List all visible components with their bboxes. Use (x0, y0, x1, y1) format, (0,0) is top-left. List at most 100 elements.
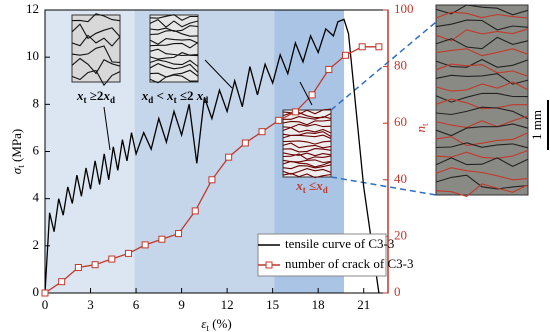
annotation-part: d (148, 95, 153, 105)
crack-images: 1 mm (71, 4, 549, 198)
crack (71, 23, 121, 40)
crack (435, 149, 529, 159)
crack (282, 172, 332, 179)
y2-tick-label: 80 (394, 58, 407, 73)
annotation-part: ≤2 (177, 88, 197, 103)
annotation-part: x (102, 88, 110, 103)
annotation-part: x (295, 178, 303, 193)
leader-line (103, 106, 111, 151)
y-tick-label: 8 (33, 95, 40, 110)
axis-label-part: (%) (209, 316, 232, 331)
annotation-part: d (323, 185, 328, 195)
axis-label-part: ε (201, 316, 207, 331)
annotation-part: t (174, 95, 177, 105)
crack (435, 36, 529, 50)
y-tick-label: 4 (33, 190, 40, 205)
annotation: xt ≤xd (295, 178, 327, 195)
series-marker (275, 116, 283, 124)
scale-bar-label: 1 mm (529, 110, 544, 140)
crack (71, 13, 121, 23)
leader-line (204, 59, 233, 89)
axis-label-part: n (413, 126, 428, 133)
crack (71, 69, 121, 87)
y2-tick-label: 20 (394, 227, 407, 242)
series-marker (308, 91, 316, 99)
y-tick-label: 10 (26, 48, 39, 63)
crack (282, 134, 332, 140)
x-tick-label: 12 (221, 297, 234, 312)
axis-label-part: t (420, 123, 430, 126)
crack (435, 19, 529, 31)
axis-label-part: t (206, 323, 209, 332)
crack (149, 25, 199, 32)
series-marker (175, 230, 183, 238)
y-tick-label: 0 (33, 284, 40, 299)
y2-tick-label: 60 (394, 114, 407, 129)
series-marker (91, 261, 99, 269)
zoom-line (330, 176, 437, 196)
crack (435, 92, 529, 103)
crack (282, 168, 332, 175)
series-marker (258, 128, 266, 136)
crack (149, 18, 199, 28)
crack (435, 73, 529, 85)
crack (149, 74, 199, 84)
annotation-part: d (203, 95, 208, 105)
y2-tick-label: 100 (394, 1, 414, 16)
axis-label: εt (%) (201, 316, 231, 332)
crack (435, 81, 529, 92)
x-tick-label: 0 (42, 297, 49, 312)
annotation-part: ≥2 (87, 88, 104, 103)
annotation-part: x (315, 178, 323, 193)
crack (282, 160, 332, 168)
crack (435, 106, 529, 120)
leader-line (299, 81, 313, 106)
crack (282, 148, 332, 153)
annotation-part: x (196, 88, 204, 103)
crack (149, 62, 199, 73)
series-marker (225, 153, 233, 161)
axis-label-part: t (16, 165, 26, 168)
annotation-part: x (166, 88, 174, 103)
crack (282, 112, 332, 119)
crack (149, 29, 199, 37)
x-tick-label: 6 (133, 297, 140, 312)
series-marker (74, 264, 82, 272)
crack (71, 45, 121, 64)
crack (435, 63, 529, 77)
crack (435, 142, 529, 149)
crack (435, 48, 529, 57)
axis-label-part: σ (9, 167, 24, 174)
crack (282, 142, 332, 149)
series-marker (325, 65, 333, 73)
x-tick-label: 15 (266, 297, 279, 312)
crack (435, 28, 529, 42)
crack (435, 123, 529, 137)
y2-tick-label: 0 (394, 284, 401, 299)
y-tick-label: 2 (33, 237, 40, 252)
series-marker (208, 176, 216, 184)
crack (435, 174, 529, 190)
photo (435, 4, 529, 196)
axis-label: σt (MPa) (9, 129, 26, 174)
series-marker (342, 51, 350, 59)
y-tick-label: 6 (33, 142, 40, 157)
crack (282, 153, 332, 160)
crack (435, 58, 529, 68)
crack (71, 34, 121, 47)
crack (149, 14, 198, 21)
x-tick-label: 21 (357, 297, 370, 312)
zoom-line (330, 21, 437, 111)
annotation-part: t (303, 185, 306, 195)
crack (435, 132, 529, 147)
axis-label-part: (MPa) (9, 129, 24, 165)
x-tick-label: 3 (87, 297, 94, 312)
axis-label: nt (413, 123, 430, 133)
crack (435, 11, 529, 19)
crack (282, 119, 332, 126)
crack (149, 51, 199, 60)
inset-2 (149, 14, 199, 83)
annotation-part: x (76, 88, 84, 103)
crack (282, 140, 332, 145)
